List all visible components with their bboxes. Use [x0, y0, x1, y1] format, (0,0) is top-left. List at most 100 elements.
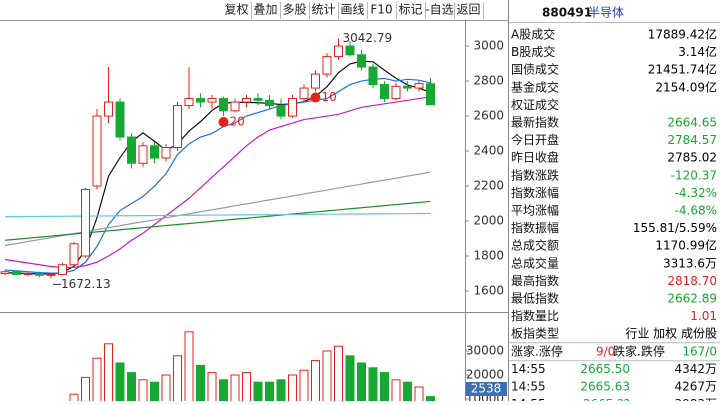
quote-value: 2784.57: [667, 133, 717, 147]
toolbar-button[interactable]: 画线: [340, 3, 364, 17]
marker-ball: [218, 117, 229, 128]
volume-bar: [207, 372, 217, 405]
candle-body: [104, 101, 113, 117]
quote-label: 指数量比: [511, 308, 559, 323]
volume-bar: [92, 357, 102, 405]
quote-label: 板指类型: [511, 326, 559, 341]
candle-body: [150, 145, 159, 159]
volume-bar: [391, 379, 401, 405]
volume-bar: [81, 376, 90, 405]
marker-label: 10: [322, 90, 337, 104]
y-tick-label: 2200: [473, 179, 504, 193]
candle-body: [265, 99, 274, 107]
volume-bar: [127, 372, 136, 405]
toolbar-button[interactable]: 多股: [282, 3, 306, 17]
candle-body: [288, 98, 297, 117]
ma-line: [4, 77, 431, 274]
candle-body: [12, 271, 21, 275]
candle-body: [357, 54, 366, 68]
volume-bar: [196, 364, 205, 405]
toolbar-button[interactable]: 复权: [224, 3, 248, 17]
quote-value: 155.81/5.59%: [633, 221, 717, 235]
quote-value: 2785.02: [667, 151, 717, 165]
candle-body: [46, 273, 56, 276]
quote-label: 昨日收盘: [511, 150, 559, 165]
volume-bar: [322, 350, 332, 405]
volume-bar: [276, 379, 286, 405]
volume-bar: [380, 372, 389, 405]
y-tick-label: 1800: [473, 249, 504, 263]
quote-value: 2662.89: [667, 292, 717, 306]
volume-bar: [173, 355, 182, 405]
toolbar-button[interactable]: -自选: [425, 3, 453, 17]
toolbar-button[interactable]: 统计: [311, 3, 335, 17]
candle-body: [368, 66, 378, 86]
volume-bar: [161, 374, 171, 405]
volume-bar: [368, 367, 378, 405]
tick-volume: 3983万: [674, 397, 717, 401]
ma-line: [4, 200, 431, 241]
candle-body: [184, 98, 194, 107]
quote-value: 1.01: [690, 309, 717, 323]
quote-label: 总成交额: [511, 238, 559, 253]
quote-code: 880491: [542, 6, 592, 20]
low-annotation: 1672.13: [61, 277, 111, 291]
candle-body: [391, 85, 401, 100]
quote-label: 今日开盘: [511, 132, 559, 147]
volume-bar: [253, 381, 263, 405]
quote-label: A股成交: [511, 27, 555, 42]
candle-body: [426, 83, 435, 106]
toolbar-button[interactable]: F10: [370, 3, 392, 17]
breadth-text: 167/0: [682, 344, 717, 358]
candle-body: [334, 45, 343, 58]
tick-time: 14:55: [511, 380, 546, 394]
tick-price: 2665.63: [580, 380, 630, 394]
quote-label: 国债成交: [511, 62, 559, 77]
quote-label: 最低指数: [511, 291, 559, 306]
toolbar-button[interactable]: 标记: [398, 3, 422, 17]
quote-label: 指数振幅: [511, 220, 559, 235]
quote-label: B股成交: [511, 44, 555, 59]
candle-body: [35, 273, 44, 276]
volume-bar: [311, 360, 320, 405]
candle-body: [23, 273, 33, 276]
candle-body: [253, 98, 263, 101]
y-tick-label: 2800: [473, 74, 504, 88]
toolbar-button[interactable]: 返回: [456, 3, 480, 17]
volume-bar: [138, 379, 148, 405]
breadth-text: 跌家.跌停: [613, 343, 665, 358]
volume-bar: [403, 381, 412, 405]
quote-value: 3.14亿: [678, 44, 717, 59]
tick-price: 2665.??: [583, 397, 630, 401]
volume-bar: [299, 369, 309, 405]
y-tick-label: 2600: [473, 109, 504, 123]
volume-bar: [219, 379, 228, 405]
candle-body: [403, 85, 412, 89]
ma-line: [4, 96, 431, 268]
quote-label: 最新指数: [511, 115, 559, 130]
toolbar-button[interactable]: 叠加: [253, 3, 277, 17]
candle-body: [242, 98, 251, 103]
candle-body: [173, 105, 182, 149]
tick-time: 14:55: [511, 362, 546, 376]
quote-value: 行业 加权 成份股: [625, 327, 717, 341]
candle-body: [127, 136, 136, 164]
tick-time: 14:55: [511, 397, 546, 401]
quote-label: 权证成交: [511, 97, 559, 112]
candle-body: [414, 83, 424, 89]
quote-name: 半导体: [588, 6, 624, 20]
quote-label: 指数涨幅: [511, 185, 559, 200]
candle-body: [138, 145, 148, 164]
ma-line: [5, 212, 431, 218]
volume-bar: [184, 331, 194, 405]
candle-body: [92, 115, 102, 187]
cursor-box: [466, 382, 507, 396]
marker-label: 20: [230, 115, 245, 129]
candle-body: [219, 98, 228, 112]
y-tick-label: 2000: [473, 214, 504, 228]
quote-value: 21451.74亿: [648, 62, 717, 77]
quote-value: 17889.42亿: [648, 27, 717, 42]
high-annotation: 3042.79: [343, 31, 393, 45]
y-tick-label: 2400: [473, 144, 504, 158]
